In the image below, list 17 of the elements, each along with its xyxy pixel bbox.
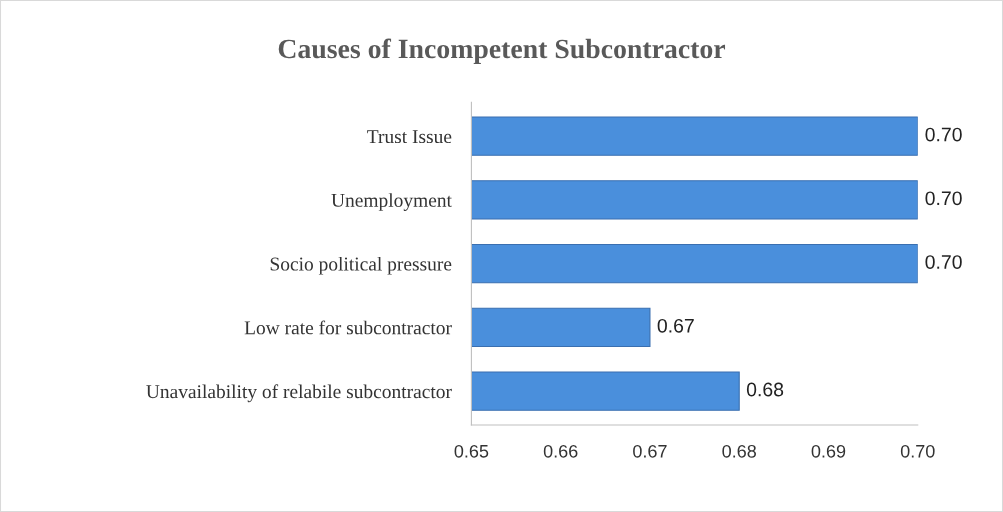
x-tick-label: 0.68 <box>722 444 756 458</box>
x-tick-label: 0.70 <box>900 444 935 458</box>
y-tick-label: Socio political pressure <box>270 256 452 275</box>
data-label: 0.70 <box>925 255 962 269</box>
chart-title: Causes of Incompetent Subcontractor <box>278 38 726 64</box>
data-label: 0.70 <box>925 191 962 206</box>
x-tick-label: 0.67 <box>633 444 667 458</box>
data-label: 0.67 <box>657 318 694 333</box>
y-tick-label: Unemployment <box>331 193 452 211</box>
x-tick-label: 0.69 <box>811 444 846 458</box>
y-tick-label: Trust Issue <box>367 130 452 144</box>
y-tick-label: Low rate for subcontractor <box>244 320 452 335</box>
x-tick-label: 0.66 <box>543 444 578 458</box>
data-label: 0.68 <box>746 382 784 397</box>
y-tick-label: Unavailability of relabile subcontractor <box>146 384 452 403</box>
x-tick-label: 0.65 <box>454 444 489 458</box>
data-label: 0.70 <box>925 127 962 142</box>
